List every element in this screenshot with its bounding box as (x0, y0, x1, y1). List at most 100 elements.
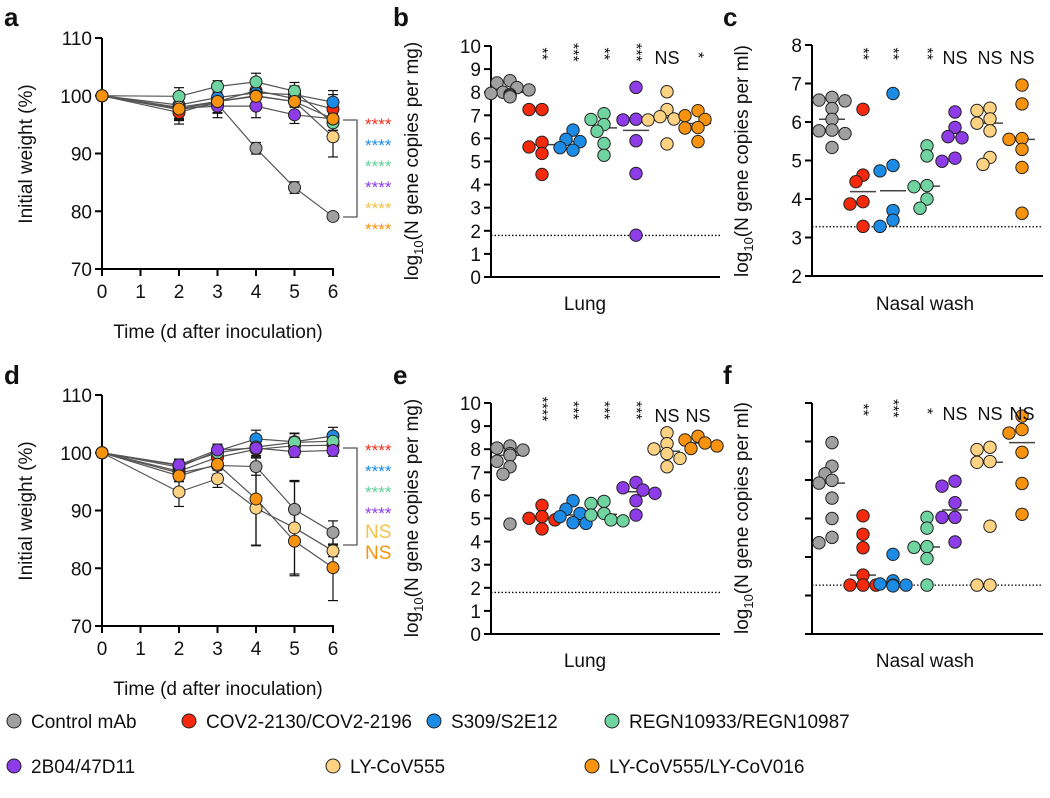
data-point (812, 536, 826, 550)
significance-label: *** (627, 401, 644, 420)
data-point (920, 149, 934, 163)
data-point (660, 137, 674, 151)
data-point (678, 121, 692, 135)
y-tick-label: 8 (470, 440, 481, 461)
data-point (849, 174, 863, 189)
data-point (172, 485, 186, 499)
y-axis-label-text: (N gene copies per ml) (732, 402, 753, 594)
data-point (641, 113, 655, 127)
data-point (948, 120, 962, 135)
significance-label: ** (884, 48, 901, 60)
data-point (907, 540, 921, 555)
significance-label: ** (533, 48, 550, 60)
y-tick-label: 70 (71, 617, 92, 638)
y-tick-label: 4 (470, 533, 481, 554)
group-3: ** (584, 48, 617, 162)
data-point (970, 442, 984, 457)
y-tick-label: 10 (460, 394, 481, 415)
y-axis-label: Initial weight (%) (16, 441, 37, 580)
data-point (660, 85, 674, 99)
group-1: **** (522, 397, 562, 536)
data-point (629, 80, 643, 95)
data-point (648, 486, 662, 501)
data-point (856, 102, 870, 116)
data-point (249, 89, 263, 103)
y-tick-label: 0 (470, 268, 481, 289)
data-point (496, 467, 510, 481)
legend-label: COV2-2130/COV2-2196 (206, 712, 412, 733)
data-point (326, 95, 340, 109)
data-point (941, 129, 955, 144)
y-tick-label: 0 (470, 625, 481, 646)
data-point (856, 527, 870, 541)
y-tick-label: 5 (470, 153, 481, 174)
y-axis-label-subscript: 10 (411, 597, 426, 611)
y-tick-label: 70 (71, 260, 92, 281)
data-point (920, 521, 934, 535)
y-axis-label-prefix: log (732, 609, 753, 634)
significance-label: NS (1009, 48, 1034, 68)
group-6: NS (1002, 404, 1035, 521)
y-axis-label-prefix: log (402, 612, 423, 637)
data-point (597, 148, 611, 162)
significance-label: ** (854, 404, 871, 416)
data-point (983, 112, 997, 126)
y-tick-label: 3 (470, 199, 481, 220)
y-axis-label-subscript: 10 (411, 240, 426, 254)
significance-label: **** (365, 178, 392, 197)
y-axis-label-subscript: 10 (741, 594, 756, 608)
legend-label: LY-CoV555 (350, 757, 445, 778)
y-tick-label: 80 (71, 559, 92, 580)
data-point (886, 579, 900, 593)
significance-label: NS (977, 404, 1002, 424)
data-point (249, 141, 263, 155)
x-axis-label: Lung (564, 651, 606, 672)
x-axis-label: Time (d after inoculation) (113, 322, 322, 343)
data-point (95, 446, 109, 460)
y-tick-label: 7 (470, 106, 481, 127)
significance-label: ** (854, 48, 871, 60)
data-point (660, 460, 674, 474)
data-point (629, 494, 643, 508)
data-point (886, 547, 900, 562)
series-line (101, 89, 334, 114)
group-0 (812, 90, 852, 155)
data-point (948, 496, 962, 510)
panel-d: d 70 80 90 100 110 Initial weight (%) Time (d a… (4, 360, 392, 700)
y-axis-label: log10(N gene copies per mg) (402, 42, 426, 280)
data-point (629, 508, 643, 522)
y-axis-label-prefix: log (402, 255, 423, 280)
data-point (553, 509, 567, 524)
data-point (691, 134, 705, 149)
data-point (920, 192, 934, 206)
data-point (825, 140, 839, 155)
series-line (101, 95, 334, 120)
panel-letter: e (393, 360, 407, 390)
x-tick-label: 3 (212, 639, 223, 660)
data-point (249, 492, 263, 506)
data-point (948, 510, 962, 525)
group-5: NS (647, 406, 687, 474)
y-tick-label: 110 (62, 386, 92, 407)
legend-item: COV2-2130/COV2-2196 (181, 712, 412, 733)
x-tick-label: 4 (251, 282, 262, 303)
significance-label: NS (942, 404, 967, 424)
data-point (326, 544, 340, 558)
legend-label: S309/S2E12 (451, 712, 558, 733)
y-tick-label: 3 (791, 229, 802, 250)
y-axis-label-text: (N gene copies per mg) (402, 399, 423, 598)
y-axis-label: Initial weight (%) (16, 84, 37, 223)
y-tick-label: 100 (60, 87, 92, 108)
data-point (1015, 206, 1029, 220)
legend-item: LY-CoV555/LY-CoV016 (584, 757, 804, 778)
significance-label: **** (365, 220, 392, 239)
x-tick-label: 4 (251, 639, 262, 660)
data-point (1015, 160, 1029, 175)
significance-label: **** (533, 397, 550, 422)
data-point (326, 561, 340, 575)
legend-marker (181, 713, 197, 729)
data-point (535, 522, 549, 536)
significance-label: **** (365, 441, 392, 460)
data-point (920, 539, 934, 554)
